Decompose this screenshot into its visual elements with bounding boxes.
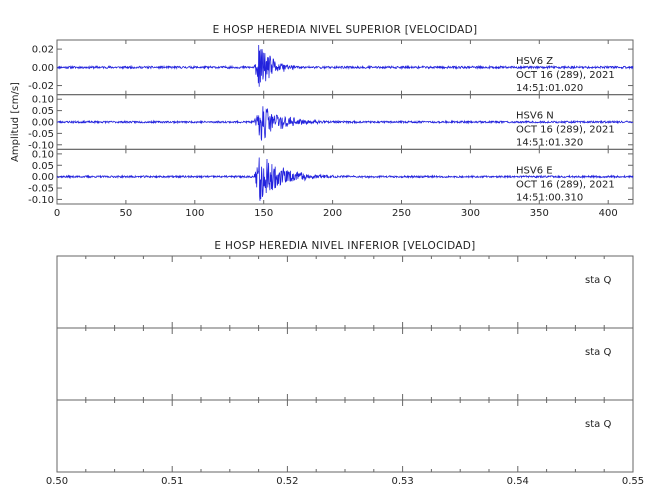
y-tick-label: 0.00 <box>32 118 54 129</box>
y-tick-label: -0.10 <box>28 195 54 206</box>
trace-n <box>56 106 634 141</box>
trace-e <box>56 157 634 201</box>
date-label: OCT 16 (289), 2021 <box>516 70 615 81</box>
x-tick-label: 0.54 <box>507 476 529 487</box>
lower-chart-title: E HOSP HEREDIA NIVEL INFERIOR [VELOCIDAD… <box>214 240 475 252</box>
date-label: OCT 16 (289), 2021 <box>516 125 615 136</box>
x-tick-label: 0.55 <box>622 476 644 487</box>
x-tick-label: 0.53 <box>391 476 413 487</box>
x-tick-label: 50 <box>120 208 133 219</box>
y-tick-label: 0.10 <box>32 95 54 106</box>
upper-panel-n: -0.10-0.050.000.050.10 HSV6 N OCT 16 (289)… <box>28 94 634 151</box>
y-tick-label: -0.05 <box>28 184 54 195</box>
y-tick-label: 0.05 <box>32 106 54 117</box>
x-tick-label: 350 <box>530 208 549 219</box>
lower-panel-2: sta Q <box>56 327 634 401</box>
panel-label: sta Q <box>585 275 611 286</box>
panel-frame <box>56 255 634 329</box>
x-tick-label: 300 <box>461 208 480 219</box>
panel-label: sta Q <box>585 347 611 358</box>
lower-panel-3: sta Q <box>56 399 634 473</box>
y-tick-label: 0.05 <box>32 161 54 172</box>
lower-chart: sta Q sta Q sta Q 0.50 0.51 0.52 0.53 0.54 0.55 <box>46 255 644 487</box>
y-tick-label: 0.02 <box>32 45 54 56</box>
x-tick-label: 200 <box>323 208 342 219</box>
station-label: HSV6 E <box>516 165 553 176</box>
upper-chart: -0.02 0.00 0.02 HSV6 Z OCT 16 (289), 2021 14:… <box>28 39 634 219</box>
y-tick-label: 0.10 <box>32 149 54 160</box>
x-tick-label: 100 <box>185 208 204 219</box>
time-label: 14:51:01.320 <box>516 138 583 149</box>
upper-chart-title: E HOSP HEREDIA NIVEL SUPERIOR [VELOCIDAD… <box>213 24 478 36</box>
x-tick-label: 150 <box>254 208 273 219</box>
x-tick-label: 0.52 <box>276 476 298 487</box>
panel-frame <box>56 399 634 473</box>
y-tick-label: -0.05 <box>28 129 54 140</box>
station-label: HSV6 N <box>516 111 554 122</box>
station-label: HSV6 Z <box>516 56 553 67</box>
panel-frame <box>56 327 634 401</box>
x-tick-label: 400 <box>599 208 618 219</box>
x-tick-label: 0.51 <box>161 476 183 487</box>
trace-z <box>56 44 634 87</box>
upper-panel-z: -0.02 0.00 0.02 HSV6 Z OCT 16 (289), 2021 14:… <box>28 39 634 96</box>
y-tick-label: 0.00 <box>32 63 54 74</box>
x-tick-label: 0 <box>54 208 60 219</box>
y-tick-label: -0.02 <box>28 81 54 92</box>
upper-y-axis-label: Amplitud [cm/s] <box>10 82 21 162</box>
time-label: 14:51:01.020 <box>516 83 583 94</box>
x-tick-label: 250 <box>392 208 411 219</box>
panel-label: sta Q <box>585 419 611 430</box>
x-tick-label: 0.50 <box>46 476 68 487</box>
date-label: OCT 16 (289), 2021 <box>516 179 615 190</box>
upper-panel-e: -0.10-0.050.000.050.10 HSV6 E OCT 16 (289)… <box>28 148 634 206</box>
lower-panel-1: sta Q <box>56 255 634 329</box>
y-tick-label: 0.00 <box>32 172 54 183</box>
time-label: 14:51:00.310 <box>516 192 583 203</box>
y-tick-label: -0.10 <box>28 140 54 151</box>
